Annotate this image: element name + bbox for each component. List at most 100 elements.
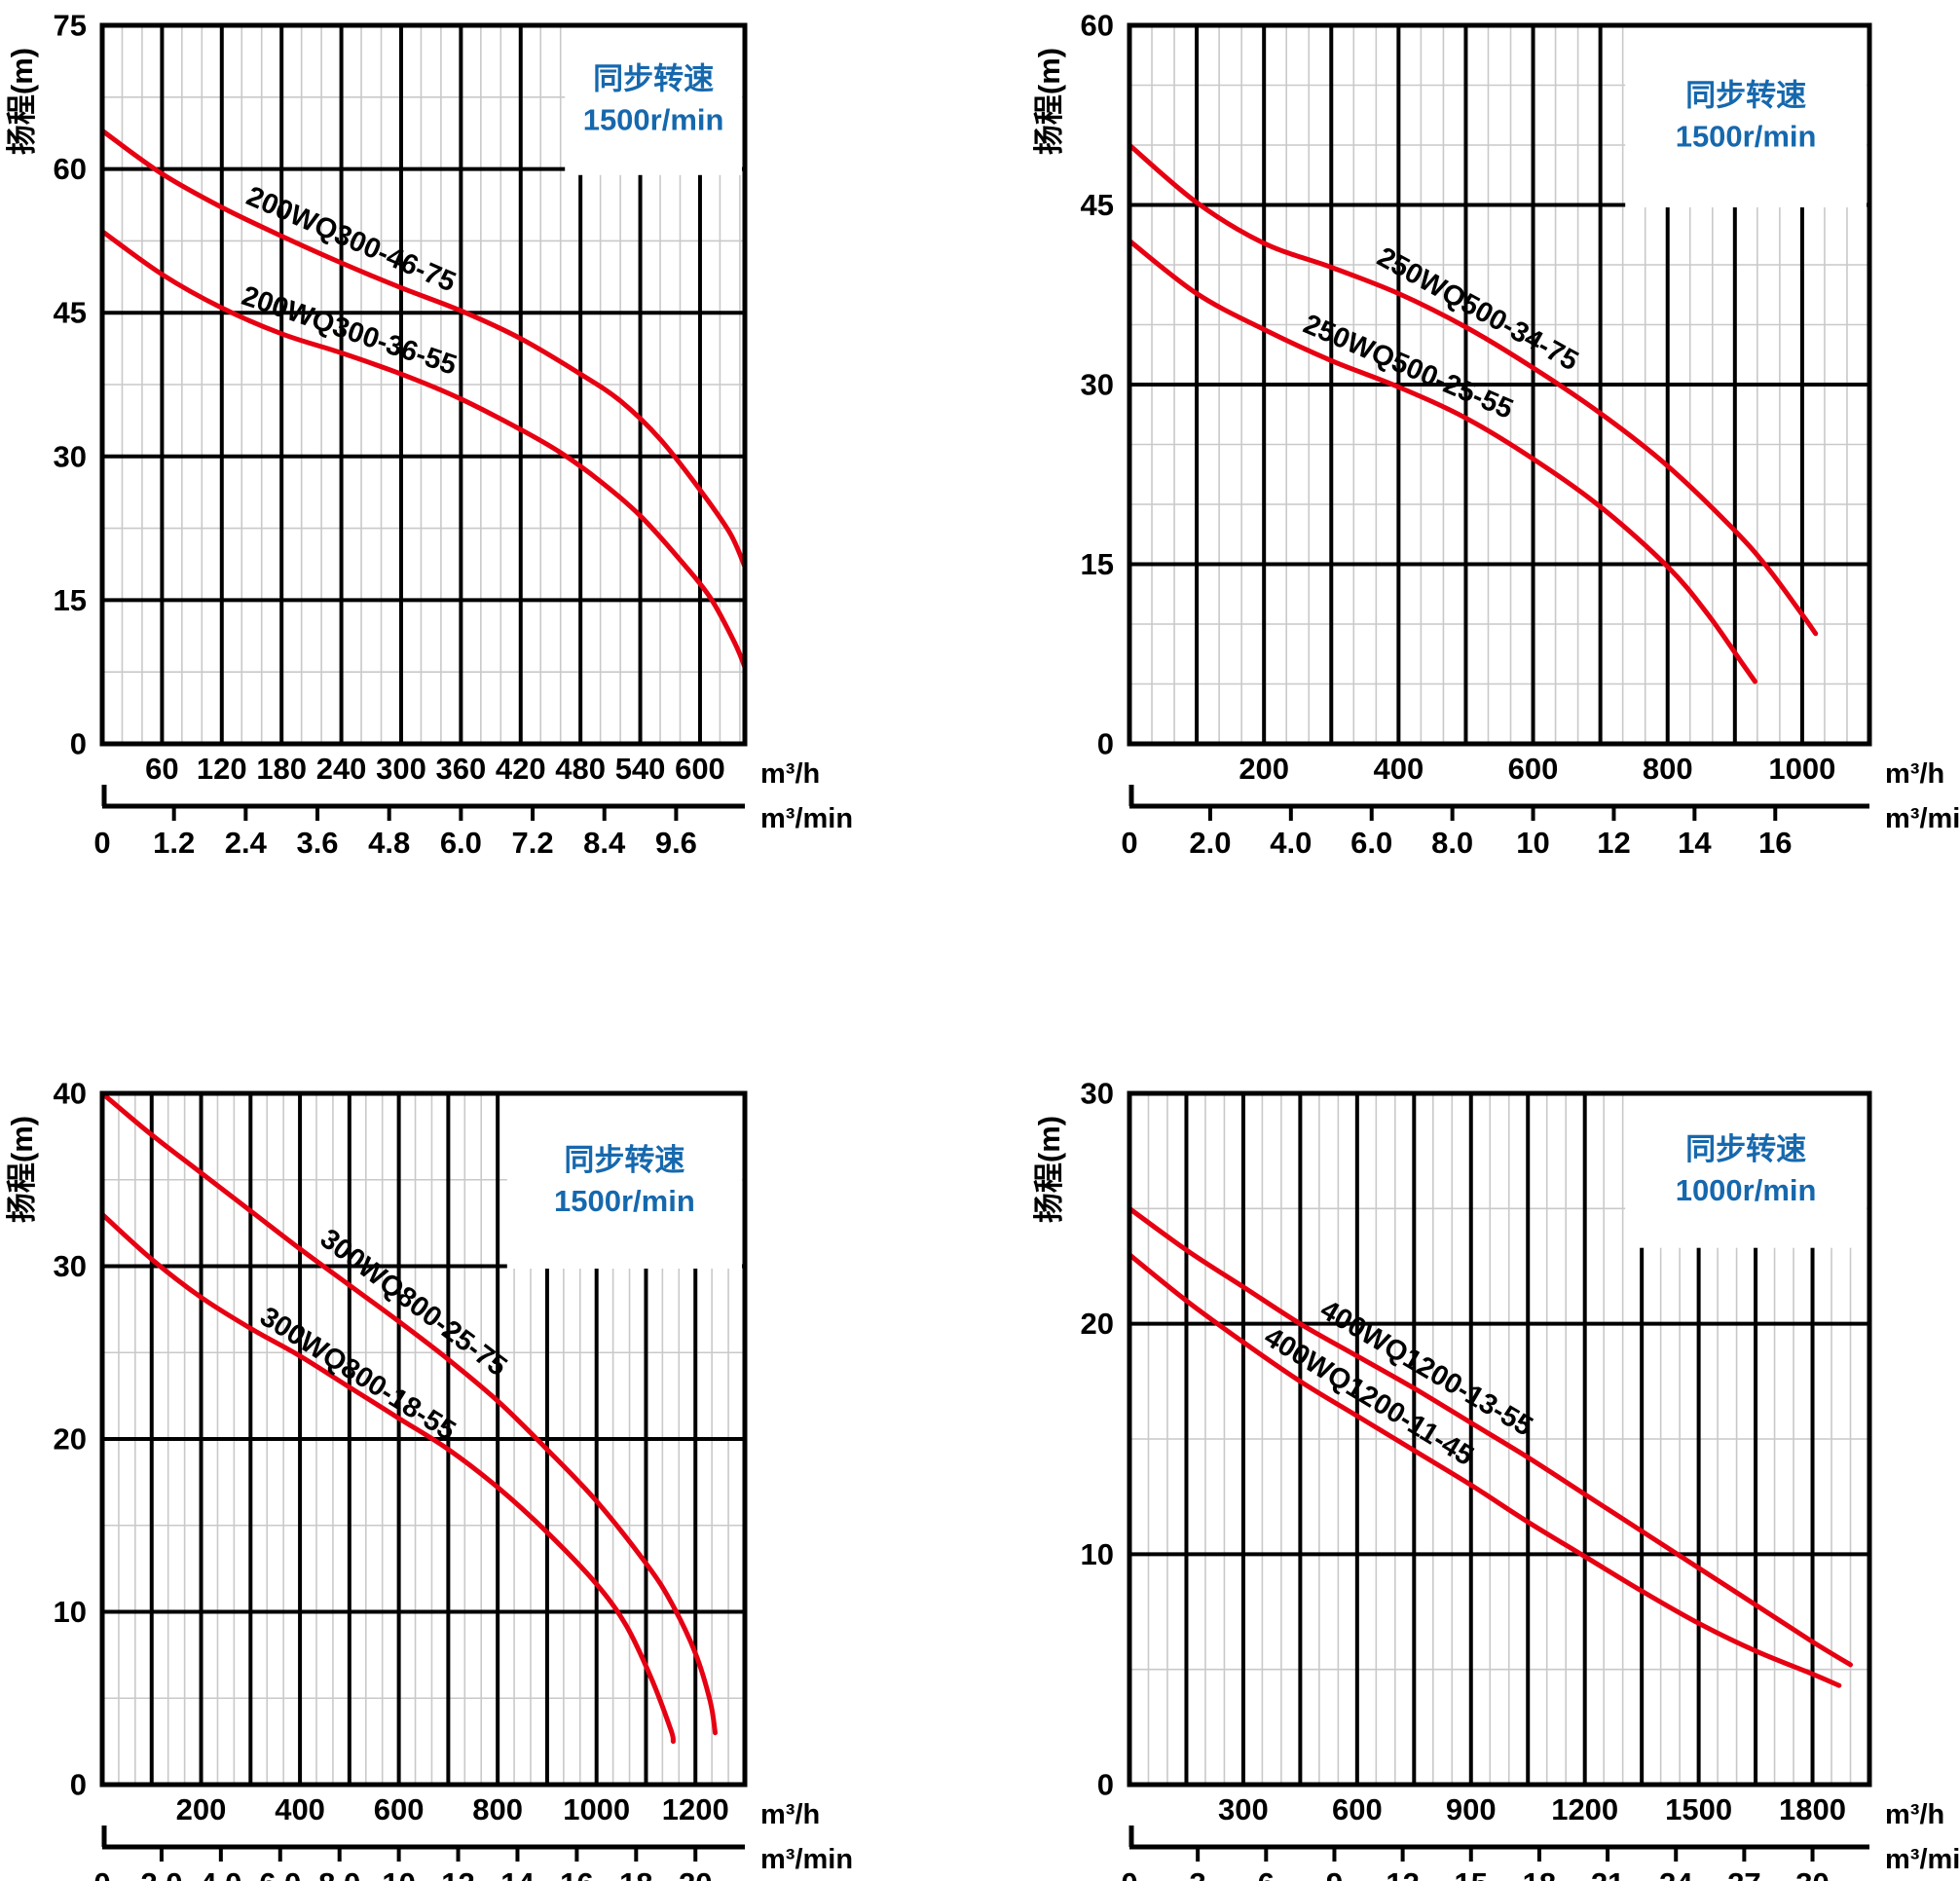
- speed-note-box: [565, 27, 742, 175]
- x-tick-label-m3min: 30: [1795, 1866, 1829, 1881]
- x-tick-label-m3min: 4.0: [1270, 826, 1312, 860]
- y-axis-title: 扬程(m): [5, 48, 39, 155]
- x-tick-label-m3h: 900: [1446, 1792, 1497, 1826]
- x-tick-label-m3min: 14: [1678, 826, 1712, 860]
- x-unit-m3h: m³/h: [1885, 758, 1944, 790]
- y-tick-label: 75: [54, 9, 87, 43]
- x-tick-label-m3min: 18: [619, 1866, 652, 1881]
- x-tick-label-m3h: 240: [316, 752, 367, 786]
- x-tick-label-m3h: 1000: [1768, 752, 1835, 786]
- x-tick-label-m3h: 200: [1239, 752, 1289, 786]
- y-axis-title: 扬程(m): [1032, 1116, 1066, 1223]
- sync-speed-value: 1500r/min: [583, 103, 724, 137]
- pump-curve-400WQ1200-11-45: [1127, 1252, 1842, 1688]
- speed-note-box: [506, 1095, 742, 1269]
- pump-curve-400WQ1200-13-55: [1127, 1205, 1853, 1668]
- sync-speed-value: 1000r/min: [1676, 1173, 1817, 1207]
- speed-note-box: [1625, 1095, 1867, 1248]
- x-tick-label-m3min: 4.0: [200, 1866, 241, 1881]
- x-tick-label-m3min: 0: [1121, 826, 1137, 860]
- x-tick-label-m3min: 6.0: [440, 826, 482, 860]
- y-tick-label: 10: [1081, 1537, 1114, 1571]
- x-tick-label-m3min: 2.0: [1189, 826, 1231, 860]
- pump-curve-200WQ300-46-75: [99, 128, 748, 570]
- x-tick-label-m3h: 540: [615, 752, 666, 786]
- x-tick-label-m3min: 1.2: [153, 826, 195, 860]
- x-tick-label-m3min: 2.0: [140, 1866, 182, 1881]
- x-tick-label-m3min: 3.6: [296, 826, 338, 860]
- x-unit-m3h: m³/h: [1885, 1799, 1944, 1830]
- plot-border: [1127, 22, 1872, 747]
- m3min-axis: [1128, 785, 1869, 821]
- y-tick-label: 45: [54, 296, 87, 330]
- x-unit-m3min: m³/min: [760, 1844, 853, 1875]
- x-unit-m3min: m³/min: [760, 803, 853, 834]
- x-tick-label-m3h: 600: [1332, 1792, 1383, 1826]
- sync-speed-value: 1500r/min: [1676, 119, 1817, 153]
- y-tick-label: 0: [1097, 727, 1114, 761]
- x-unit-m3h: m³/h: [760, 758, 820, 790]
- x-tick-label-m3min: 8.0: [1431, 826, 1473, 860]
- sync-speed-label: 同步转速: [1685, 78, 1806, 112]
- x-tick-label-m3h: 180: [256, 752, 307, 786]
- y-tick-label: 40: [54, 1077, 87, 1111]
- x-tick-label-m3min: 12: [441, 1866, 474, 1881]
- x-tick-label-m3h: 480: [555, 752, 606, 786]
- x-tick-label-m3h: 1200: [662, 1792, 729, 1826]
- y-tick-label: 60: [1081, 9, 1114, 43]
- x-tick-label-m3min: 16: [1758, 826, 1792, 860]
- m3min-axis: [101, 1826, 745, 1862]
- x-tick-label-m3h: 300: [1218, 1792, 1269, 1826]
- x-tick-label-m3h: 1800: [1779, 1792, 1846, 1826]
- x-tick-label-m3min: 0: [1121, 1866, 1137, 1881]
- y-tick-label: 15: [54, 583, 87, 617]
- pump-curve-300WQ800-25-75: [99, 1090, 718, 1736]
- speed-note-box: [1625, 27, 1867, 207]
- x-tick-label-m3min: 8.4: [583, 826, 626, 860]
- x-tick-label-m3min: 0: [93, 826, 110, 860]
- y-tick-label: 30: [54, 1249, 87, 1283]
- x-tick-label-m3h: 120: [197, 752, 247, 786]
- y-tick-label: 30: [1081, 368, 1114, 402]
- x-tick-label-m3min: 0: [93, 1866, 110, 1881]
- x-tick-label-m3h: 1500: [1665, 1792, 1732, 1826]
- x-tick-label-m3h: 400: [1373, 752, 1424, 786]
- x-tick-label-m3min: 10: [382, 1866, 415, 1881]
- x-tick-label-m3min: 21: [1591, 1866, 1624, 1881]
- x-tick-label-m3h: 360: [436, 752, 487, 786]
- pump-curve-200WQ300-36-55: [99, 229, 748, 670]
- x-tick-label-m3min: 24: [1659, 1866, 1693, 1881]
- x-tick-label-m3h: 200: [176, 1792, 227, 1826]
- x-tick-label-m3h: 1000: [563, 1792, 630, 1826]
- m3min-axis: [1128, 1826, 1869, 1862]
- x-tick-label-m3h: 800: [472, 1792, 523, 1826]
- x-tick-label-m3min: 12: [1597, 826, 1630, 860]
- plot-border: [1127, 1090, 1872, 1788]
- x-tick-label-m3min: 3: [1190, 1866, 1206, 1881]
- y-tick-label: 30: [1081, 1077, 1114, 1111]
- y-tick-label: 0: [70, 1768, 87, 1802]
- y-tick-label: 30: [54, 439, 87, 473]
- x-tick-label-m3min: 7.2: [511, 826, 553, 860]
- y-tick-label: 10: [54, 1595, 87, 1629]
- pump-curve-300WQ800-18-55: [99, 1211, 676, 1745]
- x-unit-m3min: m³/min: [1885, 1844, 1960, 1875]
- x-tick-label-m3min: 2.4: [225, 826, 268, 860]
- plot-border: [99, 22, 748, 747]
- y-tick-label: 45: [1081, 188, 1114, 222]
- m3min-axis: [101, 785, 745, 821]
- x-tick-label-m3min: 14: [500, 1866, 535, 1881]
- x-tick-label-m3min: 9.6: [655, 826, 697, 860]
- major-grid: [1129, 1093, 1869, 1785]
- x-tick-label-m3h: 1200: [1551, 1792, 1618, 1826]
- y-tick-label: 0: [1097, 1768, 1114, 1802]
- pump-curve-250WQ500-34-75: [1127, 142, 1819, 637]
- x-tick-label-m3h: 600: [1508, 752, 1559, 786]
- y-tick-label: 15: [1081, 547, 1114, 581]
- x-tick-label-m3min: 6.0: [259, 1866, 301, 1881]
- pump-chart-2: 250WQ500-34-75250WQ500-25-55同步转速1500r/mi…: [1032, 9, 1960, 861]
- y-tick-label: 0: [70, 727, 87, 761]
- sync-speed-label: 同步转速: [593, 62, 714, 96]
